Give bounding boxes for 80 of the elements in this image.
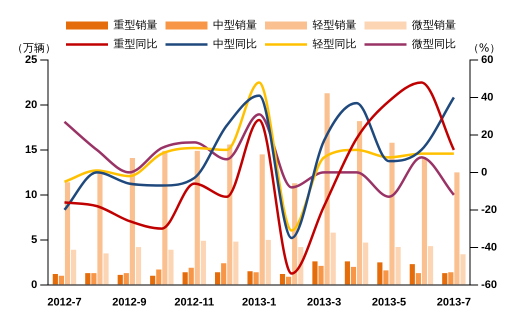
bar <box>188 268 194 284</box>
y-tick-label: 15 <box>24 144 38 156</box>
x-tick-label: 2013-1 <box>242 296 276 308</box>
bar <box>150 276 156 284</box>
y-axis-title: （万辆） <box>12 41 56 54</box>
bar <box>396 247 401 284</box>
bar <box>136 247 142 284</box>
bar <box>350 266 356 284</box>
legend-label: 重型同比 <box>114 37 158 50</box>
bar <box>254 272 259 284</box>
bar <box>58 276 64 284</box>
bar <box>52 274 58 284</box>
bar <box>383 270 389 284</box>
y-tick-label: 20 <box>24 98 38 111</box>
x-tick-label: 2013-3 <box>306 296 342 308</box>
legend-label: 轻型销量 <box>312 18 356 32</box>
bar <box>162 150 168 284</box>
bar <box>286 276 292 284</box>
y2-tick-label: -40 <box>481 241 498 254</box>
y2-tick-label: 20 <box>481 128 494 141</box>
bar <box>156 270 162 284</box>
legend-label: 中型同比 <box>213 37 257 50</box>
bar <box>227 144 232 284</box>
y-tick-label: 0 <box>31 278 38 291</box>
y-tick-label: 5 <box>31 234 38 246</box>
bar <box>168 250 174 284</box>
bar <box>215 272 220 284</box>
y2-tick-label: 60 <box>481 54 494 66</box>
bar <box>200 240 206 284</box>
bar <box>428 246 434 284</box>
bar <box>182 272 188 284</box>
bar <box>194 150 200 284</box>
bar <box>124 273 129 284</box>
bar <box>410 264 415 284</box>
x-tick-label: 2012-7 <box>47 296 82 308</box>
bar <box>64 182 70 284</box>
bar <box>71 250 76 284</box>
bar <box>312 261 318 284</box>
bar <box>363 242 368 284</box>
bar <box>448 272 454 284</box>
bar <box>118 274 123 284</box>
legend-label: 微型同比 <box>412 37 456 50</box>
y2-axis-title: （%） <box>468 41 500 54</box>
x-tick-label: 2012-9 <box>112 296 146 308</box>
bar <box>330 232 336 284</box>
legend-label: 重型销量 <box>114 18 158 32</box>
bar <box>233 242 238 284</box>
x-tick-label: 2013-7 <box>436 296 472 308</box>
bar <box>460 254 466 284</box>
y2-tick-label: -20 <box>481 204 498 216</box>
line-series <box>63 81 456 275</box>
bar <box>356 121 362 284</box>
bar <box>221 263 226 284</box>
bar <box>103 253 109 284</box>
bar <box>318 266 324 284</box>
y2-tick-label: 40 <box>481 92 494 104</box>
bar <box>260 154 265 284</box>
y2-tick-label: -60 <box>481 278 498 291</box>
bar <box>442 273 448 284</box>
bar <box>266 240 271 284</box>
legend-label: 轻型同比 <box>312 37 356 50</box>
y2-tick-label: 0 <box>481 166 488 178</box>
bar <box>454 172 460 284</box>
bar <box>389 142 395 284</box>
bar <box>85 273 90 284</box>
x-tick-label: 2012-11 <box>174 296 214 308</box>
y-tick-label: 10 <box>24 188 38 201</box>
bar <box>91 273 96 284</box>
bar <box>97 173 103 284</box>
line-series <box>63 113 456 198</box>
legend-label: 微型销量 <box>412 18 456 32</box>
bar <box>280 274 286 284</box>
bar <box>344 261 350 284</box>
bar <box>416 273 421 284</box>
bar <box>422 158 428 284</box>
legend-label: 中型销量 <box>213 18 257 32</box>
bar <box>377 262 382 284</box>
bar <box>247 271 253 284</box>
y-tick-label: 25 <box>24 54 38 66</box>
x-tick-label: 2013-5 <box>372 296 406 308</box>
